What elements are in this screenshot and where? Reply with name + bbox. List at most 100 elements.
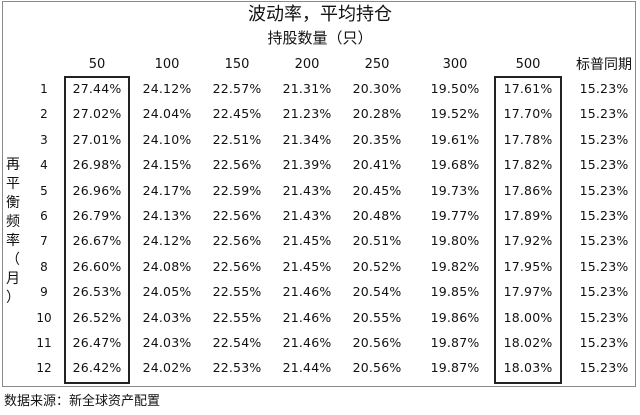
column-header: 500 <box>515 57 541 72</box>
row-axis-label: 再 平 衡 频 率 （ 月 ） <box>4 156 22 308</box>
row-label: 6 <box>40 209 48 223</box>
table-cell: 21.45% <box>282 233 332 249</box>
table-cell: 24.03% <box>142 335 192 350</box>
table-cell: 22.55% <box>212 309 262 325</box>
table-cell: 19.87% <box>430 360 480 376</box>
table-cell: 22.56% <box>212 233 262 249</box>
table-cell: 15.23% <box>579 258 629 274</box>
table-cell: 20.56% <box>352 335 402 350</box>
table-cell: 18.02% <box>503 335 553 350</box>
table-cell: 24.10% <box>142 131 192 147</box>
table-cell: 19.68% <box>430 157 480 173</box>
column-header: 300 <box>442 57 468 72</box>
table-cell: 20.54% <box>352 284 402 300</box>
table-cell: 20.55% <box>352 309 402 325</box>
table-cell: 15.23% <box>579 360 629 376</box>
row-label: 7 <box>40 234 48 249</box>
table-cell: 24.17% <box>142 182 192 198</box>
row-label: 3 <box>40 132 48 147</box>
table-cell: 18.03% <box>503 360 553 376</box>
table-cell: 21.43% <box>282 182 332 198</box>
table-cell: 15.23% <box>579 335 629 350</box>
table-cell: 24.12% <box>142 233 192 249</box>
table-cell: 24.13% <box>142 208 192 223</box>
table-cell: 27.44% <box>72 81 122 96</box>
table-cell: 24.02% <box>142 360 192 376</box>
table-cell: 17.86% <box>503 182 553 198</box>
table-cell: 17.82% <box>503 157 553 173</box>
table-title: 波动率，平均持仓 <box>248 4 392 25</box>
table-cell: 19.52% <box>430 106 480 122</box>
table-cell: 26.67% <box>72 233 122 249</box>
table-cell: 17.78% <box>503 131 553 147</box>
table-cell: 19.50% <box>430 81 480 96</box>
table-cell: 26.52% <box>72 309 122 325</box>
table-cell: 22.56% <box>212 208 262 223</box>
table-cell: 20.56% <box>352 360 402 376</box>
column-header: 100 <box>154 57 180 72</box>
table-cell: 19.86% <box>430 309 480 325</box>
table-cell: 20.30% <box>352 81 402 96</box>
table-cell: 15.23% <box>579 157 629 173</box>
table-cell: 19.73% <box>430 182 480 198</box>
table-cell: 15.23% <box>579 81 629 96</box>
table-cell: 21.44% <box>282 360 332 376</box>
table-cell: 15.23% <box>579 131 629 147</box>
row-axis-label-char: 平 <box>6 176 20 192</box>
table-subtitle: 持股数量（只） <box>267 29 373 47</box>
table-cell: 19.80% <box>430 233 480 249</box>
table-cell: 24.15% <box>142 157 192 173</box>
row-label: 5 <box>40 183 48 198</box>
highlight-box-500 <box>494 76 562 384</box>
table-cell: 24.03% <box>142 309 192 325</box>
source-note: 数据来源：新全球资产配置 <box>4 394 161 409</box>
table-cell: 22.45% <box>212 106 262 122</box>
table-cell: 15.23% <box>579 233 629 249</box>
table-cell: 26.79% <box>72 208 122 223</box>
table-cell: 19.85% <box>430 284 480 300</box>
row-axis-label-char: 再 <box>6 157 20 173</box>
column-header: 标普同期 <box>576 57 632 73</box>
row-label: 12 <box>36 361 52 376</box>
table-cell: 17.89% <box>503 208 553 223</box>
table-frame <box>2 1 636 387</box>
table-cell: 21.43% <box>282 208 332 223</box>
table-cell: 17.95% <box>503 258 553 274</box>
table-cell: 27.01% <box>72 131 122 147</box>
table-cell: 20.28% <box>352 106 402 122</box>
column-header: 50 <box>88 57 106 72</box>
row-label: 10 <box>36 310 52 325</box>
table-cell: 26.96% <box>72 182 122 198</box>
table-cell: 15.23% <box>579 208 629 223</box>
table-cell: 26.47% <box>72 335 122 350</box>
table-cell: 22.55% <box>212 284 262 300</box>
table-cell: 17.92% <box>503 233 553 249</box>
row-axis-label-char: ） <box>6 290 20 306</box>
table-cell: 24.04% <box>142 106 192 122</box>
row-label: 11 <box>36 336 52 350</box>
table-cell: 26.53% <box>72 284 122 300</box>
table-cell: 19.77% <box>430 208 480 223</box>
table-cell: 21.46% <box>282 284 332 300</box>
row-label: 4 <box>40 158 48 173</box>
table-cell: 27.02% <box>72 106 122 122</box>
row-label: 2 <box>40 107 48 122</box>
table-cell: 26.98% <box>72 157 122 173</box>
table-cell: 21.23% <box>282 106 332 122</box>
table-cell: 17.61% <box>503 81 553 96</box>
row-axis-label-char: （ <box>6 252 20 268</box>
table-cell: 19.87% <box>430 335 480 350</box>
table-cell: 21.45% <box>282 258 332 274</box>
row-label: 9 <box>40 285 48 300</box>
table-cell: 21.39% <box>282 157 332 173</box>
table-cell: 21.31% <box>282 81 332 96</box>
column-header: 150 <box>224 57 250 72</box>
table-cell: 19.61% <box>430 131 480 147</box>
table-cell: 22.59% <box>212 182 262 198</box>
table-cell: 22.53% <box>212 360 262 376</box>
row-label: 8 <box>40 259 48 274</box>
table-cell: 17.97% <box>503 284 553 300</box>
table-cell: 15.23% <box>579 182 629 198</box>
table-cell: 20.41% <box>352 157 402 173</box>
table-cell: 26.42% <box>72 360 122 376</box>
